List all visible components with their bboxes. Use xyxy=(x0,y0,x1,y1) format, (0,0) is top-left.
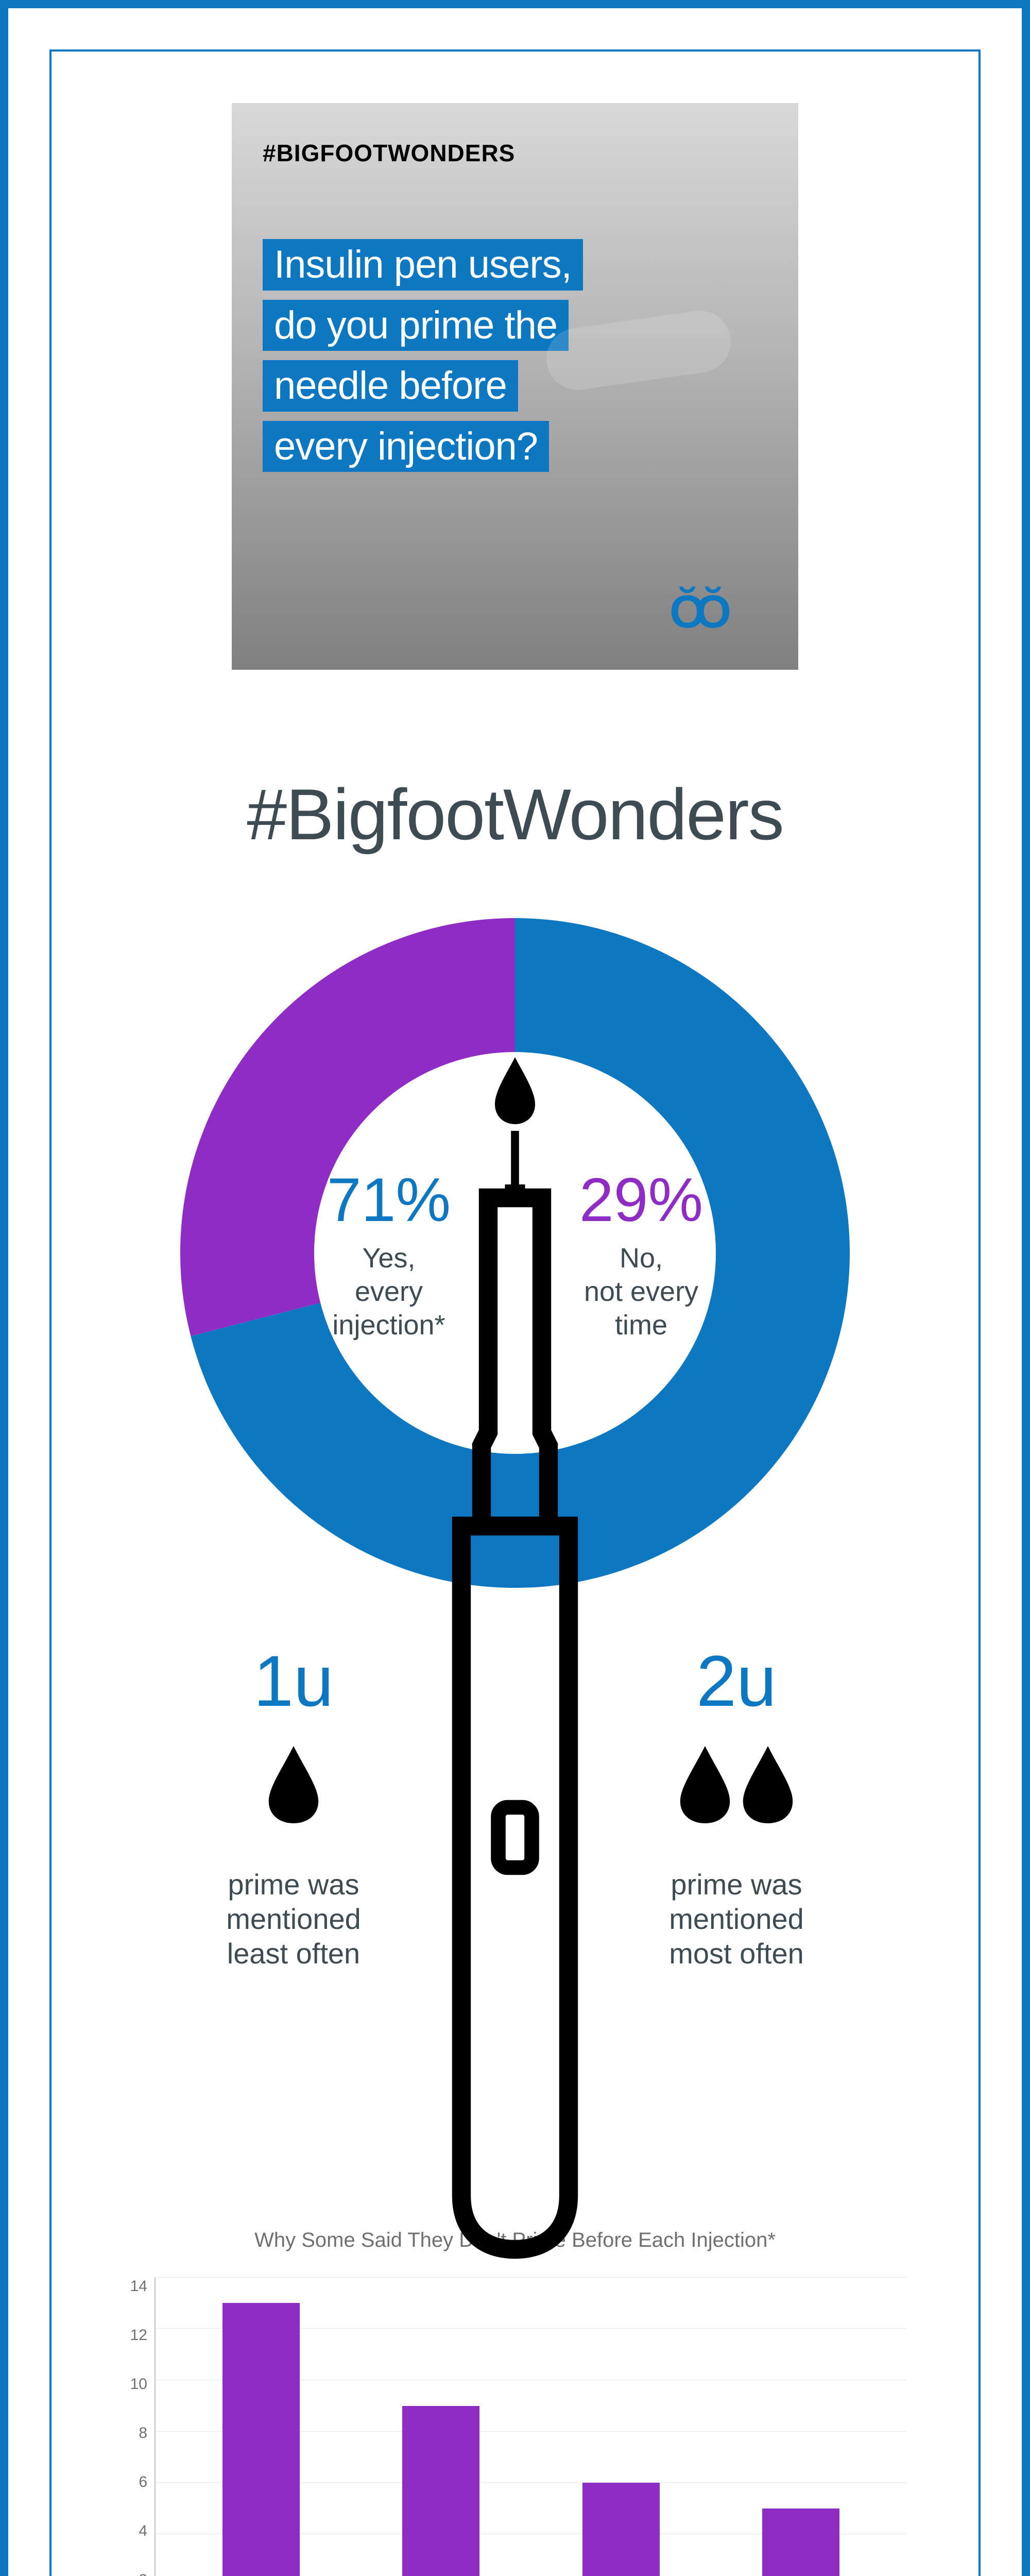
bar-chart: Why Some Said They Don't Prime Before Ea… xyxy=(124,2229,906,2576)
inner-frame: #BIGFOOTWONDERS Insulin pen users, do yo… xyxy=(49,49,981,2576)
donut-right-col: 29% No, not every time xyxy=(561,1164,721,1342)
unit-right-drops xyxy=(628,1743,845,1826)
hero-question-line: every injection? xyxy=(263,421,549,472)
donut-left-col: 71% Yes, every injection* xyxy=(309,1164,469,1342)
unit-right-label: prime was mentioned most often xyxy=(628,1867,845,1971)
outer-frame: #BIGFOOTWONDERS Insulin pen users, do yo… xyxy=(0,0,1030,2576)
insulin-pen-icon xyxy=(448,1057,582,2263)
footprint-icon: ŎŎ xyxy=(670,586,721,639)
donut-right-label: No, not every time xyxy=(561,1242,721,1342)
unit-right: 2u prime was mentioned most often xyxy=(628,1639,845,1971)
bar xyxy=(222,2303,300,2576)
hero-question-line: needle before xyxy=(263,360,518,412)
drop-icon xyxy=(740,1746,796,1823)
main-hashtag: #BigfootWonders xyxy=(113,773,917,856)
bar xyxy=(582,2483,660,2576)
drop-icon xyxy=(677,1746,733,1823)
donut-right-pct: 29% xyxy=(561,1164,721,1235)
bar-y-axis: 14121086420 xyxy=(124,2278,154,2576)
unit-left: 1u prime was mentioned least often xyxy=(185,1639,402,1971)
unit-left-label: prime was mentioned least often xyxy=(185,1867,402,1971)
unit-left-drops xyxy=(185,1743,402,1826)
bar-chart-area: 14121086420 xyxy=(124,2278,906,2576)
drop-icon xyxy=(265,1746,322,1823)
donut-left-pct: 71% xyxy=(309,1164,469,1235)
hero-question-line: do you prime the xyxy=(263,300,569,351)
donut-chart: 71% Yes, every injection* 29% No, not ev… xyxy=(180,918,850,1588)
bar xyxy=(762,2509,839,2576)
hero-hashtag: #BIGFOOTWONDERS xyxy=(263,139,767,167)
unit-right-value: 2u xyxy=(628,1639,845,1723)
donut-left-label: Yes, every injection* xyxy=(309,1242,469,1342)
hero-question-line: Insulin pen users, xyxy=(263,239,583,291)
bar xyxy=(402,2406,479,2576)
hero-image-block: #BIGFOOTWONDERS Insulin pen users, do yo… xyxy=(232,103,798,670)
unit-left-value: 1u xyxy=(185,1639,402,1723)
bar-plot xyxy=(154,2278,906,2576)
